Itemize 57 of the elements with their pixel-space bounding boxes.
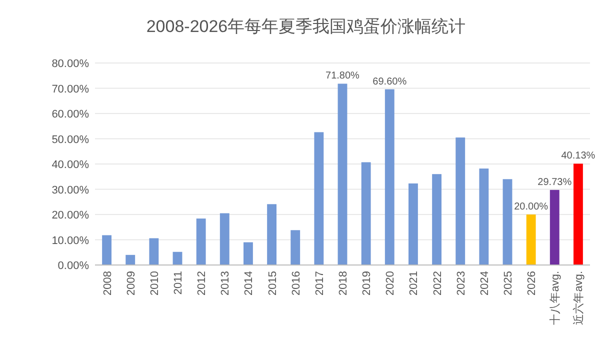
y-tick-label: 40.00%: [52, 159, 90, 171]
x-tick-label: 2012: [196, 271, 208, 296]
x-tick-label: 2023: [455, 271, 468, 296]
x-tick-label: 2011: [172, 271, 184, 295]
x-tick-label: 2021: [408, 271, 420, 296]
y-tick-label: 50.00%: [52, 134, 90, 146]
data-label: 29.73%: [538, 176, 572, 188]
y-tick-label: 80.00%: [52, 58, 90, 70]
y-tick-label: 60.00%: [52, 108, 90, 120]
y-tick-label: 20.00%: [52, 210, 90, 222]
data-label: 20.00%: [514, 202, 548, 212]
bar: [361, 162, 371, 265]
data-label: 69.60%: [372, 76, 407, 88]
bar: [172, 252, 182, 265]
bar: [267, 204, 276, 265]
x-tick-label: 2025: [502, 271, 514, 296]
bar: [432, 174, 442, 265]
bar: [550, 190, 560, 265]
x-tick-label: 近六年avg.: [572, 271, 586, 325]
x-tick-label: 2014: [243, 271, 256, 296]
y-tick-label: 70.00%: [52, 83, 90, 96]
x-tick-label: 2017: [314, 271, 326, 296]
bar: [196, 218, 206, 265]
x-tick-label: 2020: [384, 271, 397, 296]
bar: [220, 213, 230, 265]
x-tick-label: 2008: [102, 271, 114, 296]
x-tick-label: 2013: [220, 271, 232, 296]
x-tick-label: 2015: [266, 271, 279, 296]
data-label: 71.80%: [326, 70, 360, 82]
bar: [479, 168, 489, 265]
x-tick-label: 2024: [478, 271, 491, 296]
y-tick-label: 10.00%: [52, 234, 90, 247]
bar: [574, 164, 583, 265]
x-tick-label: 2018: [338, 271, 350, 296]
bar: [526, 214, 536, 265]
y-tick-label: 30.00%: [52, 184, 90, 196]
bar: [338, 84, 348, 265]
bar: [290, 230, 300, 265]
x-tick-label: 2026: [526, 271, 538, 296]
bar: [149, 238, 159, 265]
bar: [102, 235, 112, 265]
x-tick-label: 2019: [361, 271, 374, 296]
bar: [314, 132, 324, 265]
x-tick-label: 2009: [125, 271, 138, 296]
x-tick-label: 十八年avg.: [548, 271, 562, 325]
x-tick-label: 2016: [290, 271, 302, 296]
x-tick-label: 2010: [148, 271, 161, 296]
data-label: 40.13%: [561, 150, 596, 162]
y-tick-label: 0.00%: [58, 260, 90, 272]
bar: [456, 137, 466, 265]
bar: [384, 89, 394, 265]
chart-title: 2008-2026年每年夏季我国鸡蛋价涨幅统计: [146, 17, 466, 36]
bar: [244, 242, 253, 265]
bar: [126, 254, 136, 265]
x-tick-label: 2022: [432, 271, 444, 296]
bar: [502, 179, 512, 265]
bar: [408, 183, 418, 265]
